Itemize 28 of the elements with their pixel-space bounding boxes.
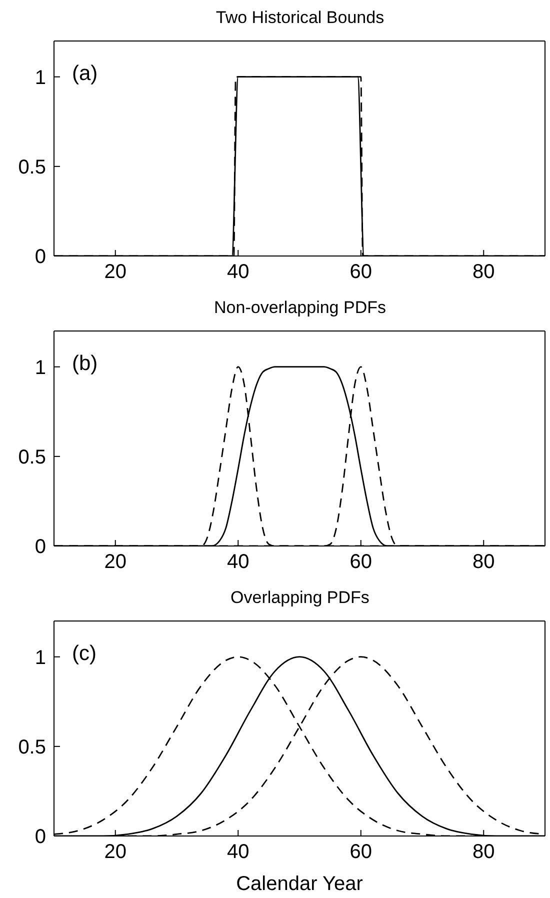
- x-tick-label: 20: [104, 261, 126, 284]
- x-tick-label: 20: [104, 551, 126, 574]
- x-tick-label: 80: [472, 551, 495, 574]
- x-axis-title: Calendar Year: [236, 873, 364, 895]
- y-tick-label: 0: [34, 536, 46, 558]
- y-tick-label: 0: [34, 826, 46, 848]
- chart-title: Two Historical Bounds: [214, 8, 386, 28]
- y-tick-label: 1: [34, 646, 46, 669]
- x-tick-label: 80: [472, 261, 495, 284]
- annotation: (c): [72, 642, 96, 666]
- y-tick-label: 0.5: [18, 736, 46, 759]
- x-tick-label: 60: [350, 551, 372, 574]
- x-tick-label: 40: [227, 261, 250, 284]
- y-tick-label: 0.5: [18, 446, 46, 469]
- annotation: (a): [72, 62, 98, 86]
- x-tick-label: 80: [472, 841, 495, 864]
- x-tick-label: 60: [350, 841, 372, 864]
- x-tick-label: 40: [227, 841, 250, 864]
- annotation: (b): [72, 352, 98, 376]
- y-tick-label: 1: [34, 356, 46, 379]
- y-tick-label: 0: [34, 246, 46, 268]
- y-tick-label: 1: [34, 66, 46, 89]
- x-tick-label: 40: [227, 551, 250, 574]
- y-tick-label: 0.5: [18, 156, 46, 179]
- x-tick-label: 60: [350, 261, 372, 284]
- chart-title: Overlapping PDFs: [230, 588, 370, 608]
- chart-title: Non-overlapping PDFs: [213, 298, 387, 318]
- x-tick-label: 20: [104, 841, 126, 864]
